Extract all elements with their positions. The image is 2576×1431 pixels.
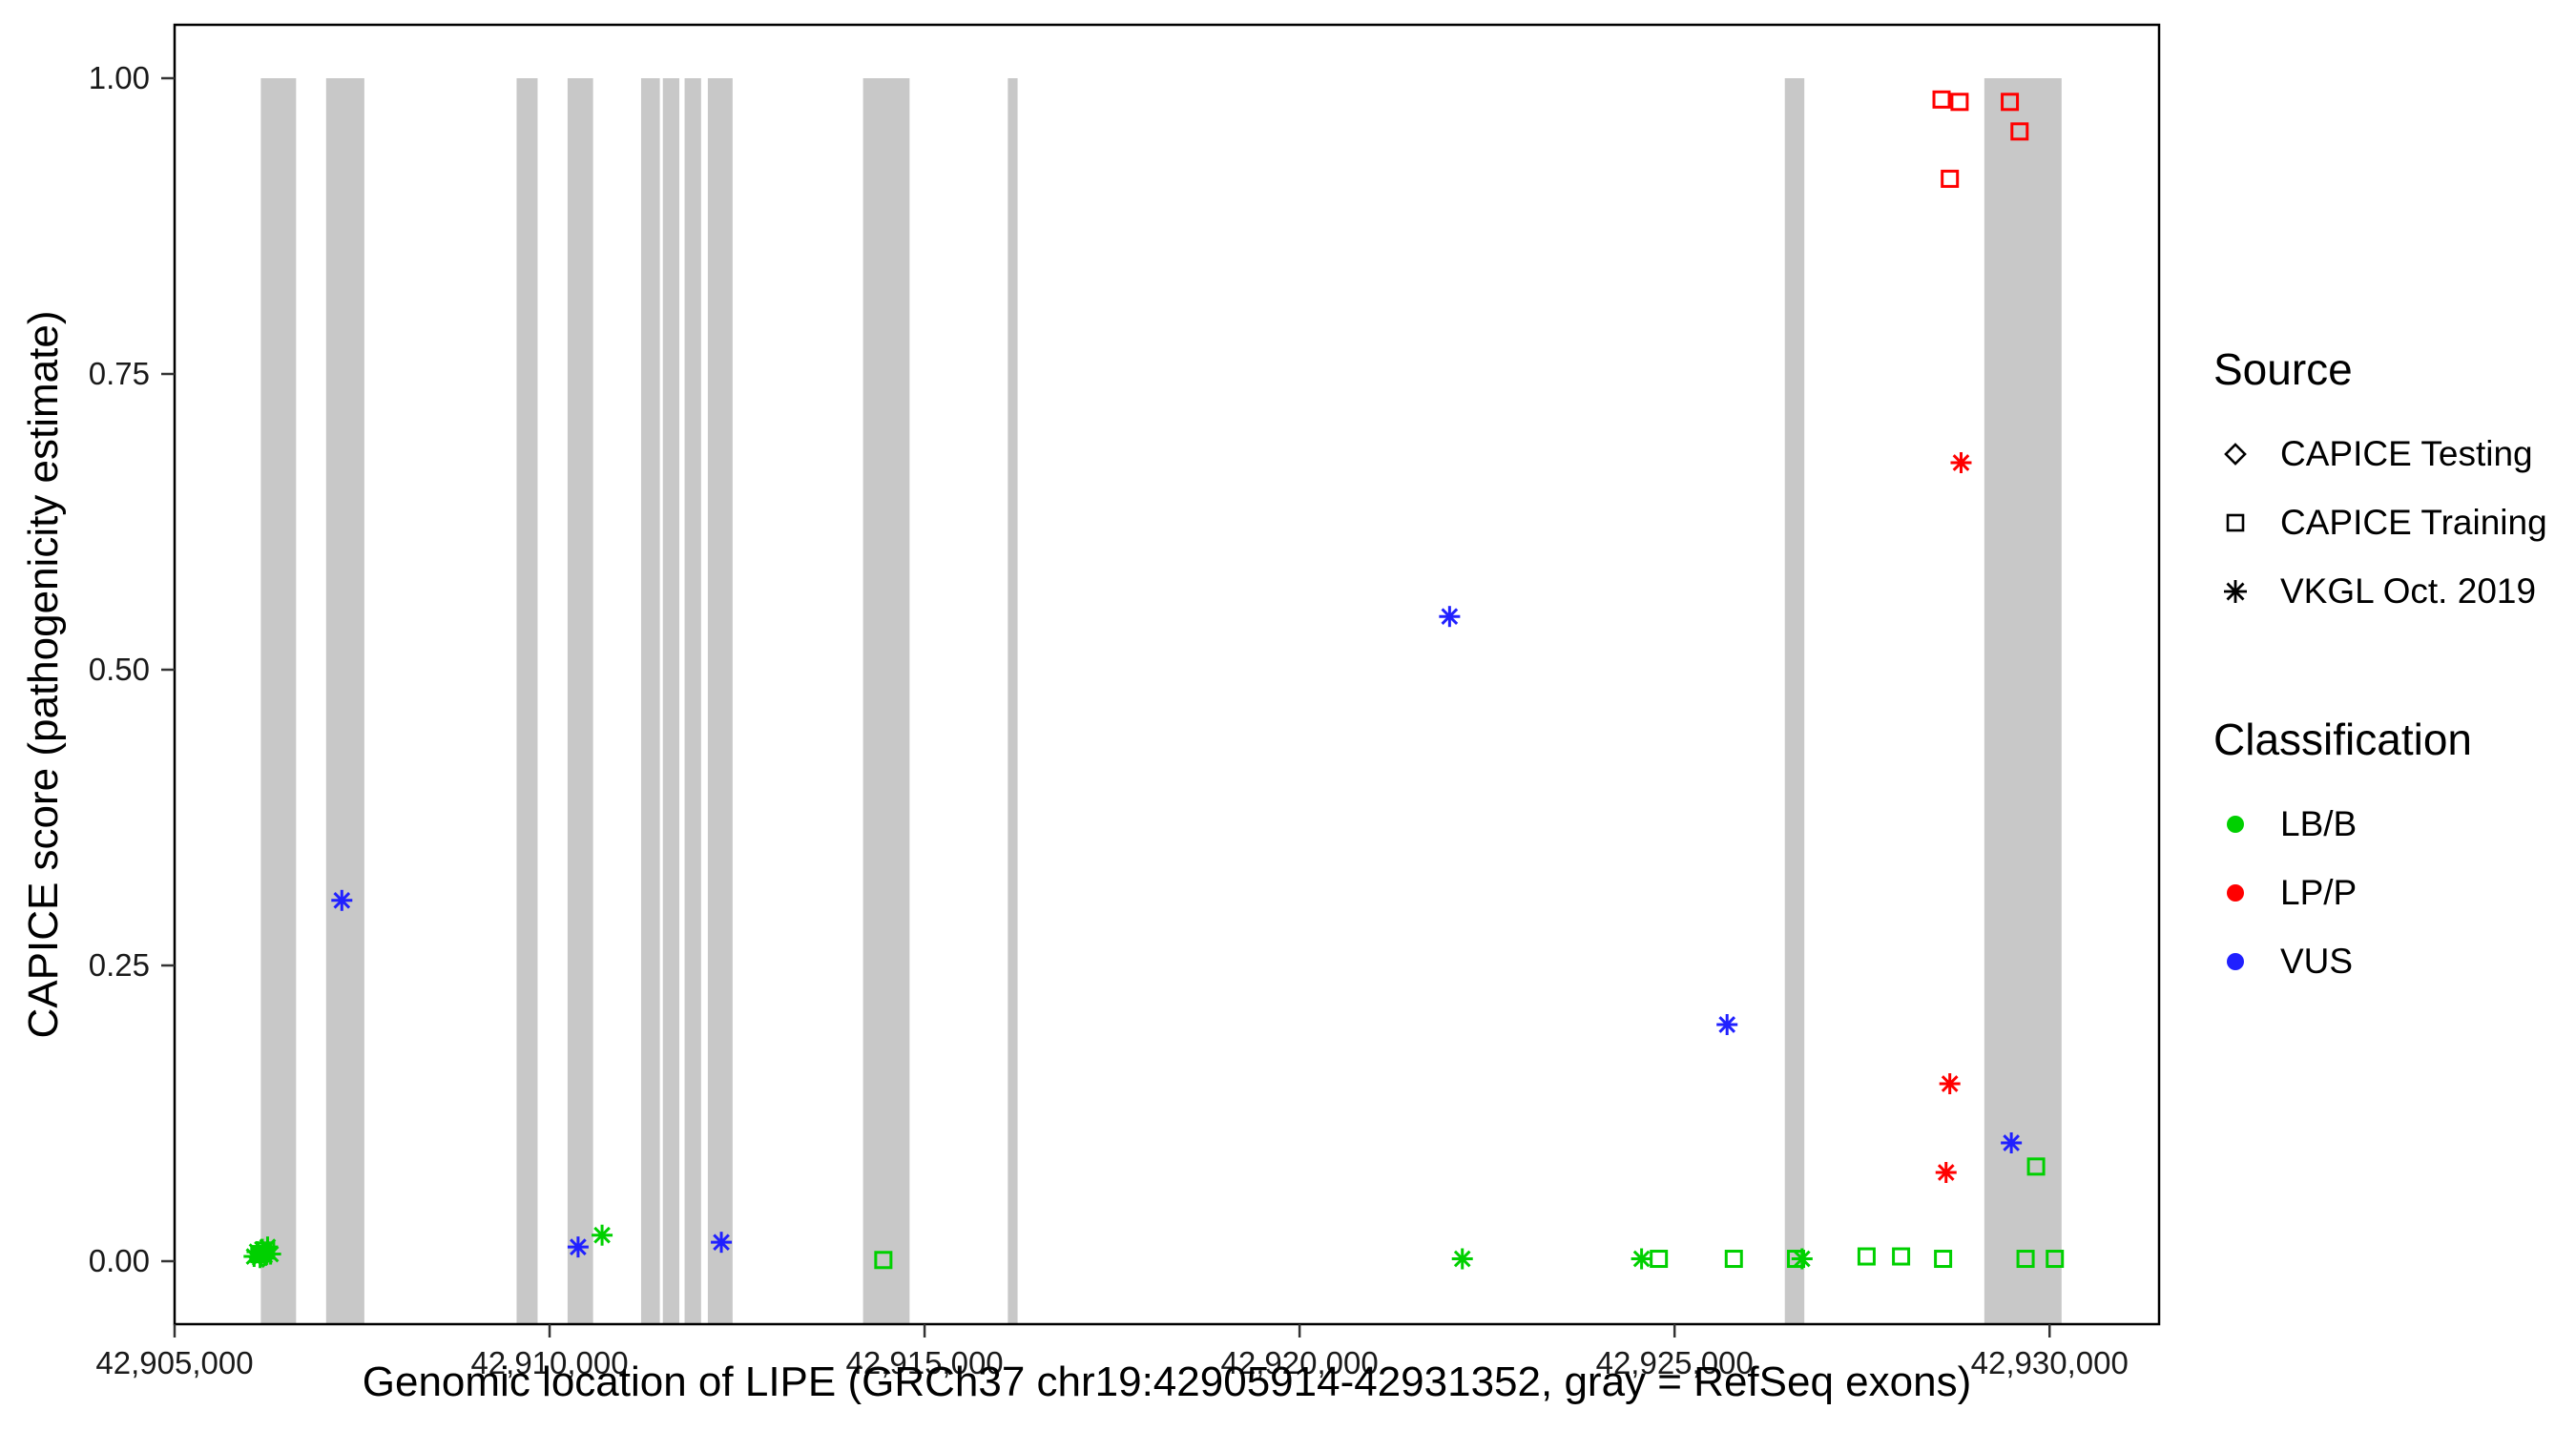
x-tick-label: 42,905,000 (95, 1345, 253, 1380)
data-point-vkgl-lbb (592, 1224, 613, 1246)
data-point-vkgl-vus (1439, 606, 1461, 628)
legend-item-label: LP/P (2280, 873, 2358, 912)
data-point-vkgl-vus (711, 1232, 733, 1254)
square-icon (2226, 513, 2245, 532)
data-point-vkgl-vus (2001, 1132, 2023, 1153)
green-dot-icon (2227, 816, 2244, 833)
x-tick-label: 42,910,000 (470, 1345, 628, 1380)
legend-item-capice-training: CAPICE Training (2213, 488, 2547, 557)
red-dot-icon (2227, 884, 2244, 902)
data-point-training-lbb (1934, 1250, 1953, 1269)
data-point-training-lbb (1650, 1250, 1669, 1269)
y-axis-title: CAPICE score (pathogenicity estimate) (20, 310, 67, 1039)
exon-bar (325, 78, 364, 1324)
data-point-training-lbb (2016, 1250, 2035, 1269)
exon-bar (1008, 78, 1018, 1324)
legend-item-vus: VUS (2213, 927, 2547, 996)
legend-item-label: VKGL Oct. 2019 (2280, 571, 2537, 611)
legend-classification-title: Classification (2213, 715, 2472, 764)
y-tick-label: 0.50 (89, 652, 150, 687)
data-point-vkgl-lpp (1935, 1162, 1957, 1183)
data-point-training-lpp (1941, 169, 1960, 188)
legend-item-label: CAPICE Testing (2280, 434, 2533, 473)
y-tick-label: 1.00 (89, 60, 150, 95)
legend: Source CAPICE Testing CAPICE Training (2213, 343, 2547, 996)
data-point-vkgl-lpp (1939, 1073, 1961, 1094)
y-tick-label: 0.75 (89, 356, 150, 391)
data-point-vkgl-vus (1716, 1014, 1738, 1035)
data-point-training-lpp (1932, 90, 1951, 109)
asterisk-icon (2224, 580, 2247, 603)
data-point-vkgl-vus (567, 1236, 589, 1258)
x-tick-label: 42,915,000 (846, 1345, 1004, 1380)
exon-bar (567, 78, 593, 1324)
data-point-training-lpp (2010, 122, 2029, 141)
exon-bar (1784, 78, 1805, 1324)
blue-dot-icon (2227, 953, 2244, 970)
legend-item-label: CAPICE Training (2280, 503, 2547, 542)
data-point-training-lbb (2046, 1250, 2065, 1269)
data-point-training-lpp (2001, 93, 2020, 112)
legend-item-lpp: LP/P (2213, 859, 2547, 927)
exon-bar (640, 78, 660, 1324)
data-point-training-lpp (1950, 93, 1969, 112)
legend-item-capice-testing: CAPICE Testing (2213, 420, 2547, 488)
diamond-icon (2224, 443, 2247, 466)
exon-bar (1984, 78, 2062, 1324)
exon-bar (260, 78, 297, 1324)
data-point-testing-lbb (251, 1244, 275, 1269)
exon-bar (707, 78, 733, 1324)
data-point-vkgl-lpp (1950, 452, 1972, 473)
legend-item-vkgl: VKGL Oct. 2019 (2213, 557, 2547, 626)
legend-item-label: VUS (2280, 942, 2354, 981)
x-tick-label: 42,920,000 (1221, 1345, 1379, 1380)
data-point-training-lbb (1724, 1250, 1743, 1269)
data-point-training-lbb (1892, 1247, 1911, 1266)
x-tick-label: 42,930,000 (1971, 1345, 2129, 1380)
y-tick-label: 0.00 (89, 1243, 150, 1278)
data-point-training-lbb (874, 1251, 893, 1270)
data-point-vkgl-lbb (1631, 1248, 1652, 1270)
x-axis-title: Genomic location of LIPE (GRCh37 chr19:4… (362, 1358, 1972, 1405)
exon-bar (862, 78, 910, 1324)
legend-item-lbb: LB/B (2213, 790, 2547, 859)
data-point-vkgl-lbb (1791, 1248, 1813, 1270)
data-point-training-lbb (1857, 1247, 1876, 1266)
exon-bar (684, 78, 701, 1324)
legend-item-label: LB/B (2280, 804, 2358, 843)
y-tick-label: 0.25 (89, 947, 150, 983)
data-point-training-lbb (2026, 1157, 2046, 1176)
legend-source-title: Source (2213, 344, 2353, 394)
x-tick-label: 42,925,000 (1596, 1345, 1754, 1380)
panel-border (173, 23, 2161, 1326)
exon-bar (662, 78, 680, 1324)
data-point-vkgl-lbb (1451, 1248, 1473, 1270)
data-point-vkgl-vus (331, 889, 353, 911)
exon-bar (516, 78, 538, 1324)
